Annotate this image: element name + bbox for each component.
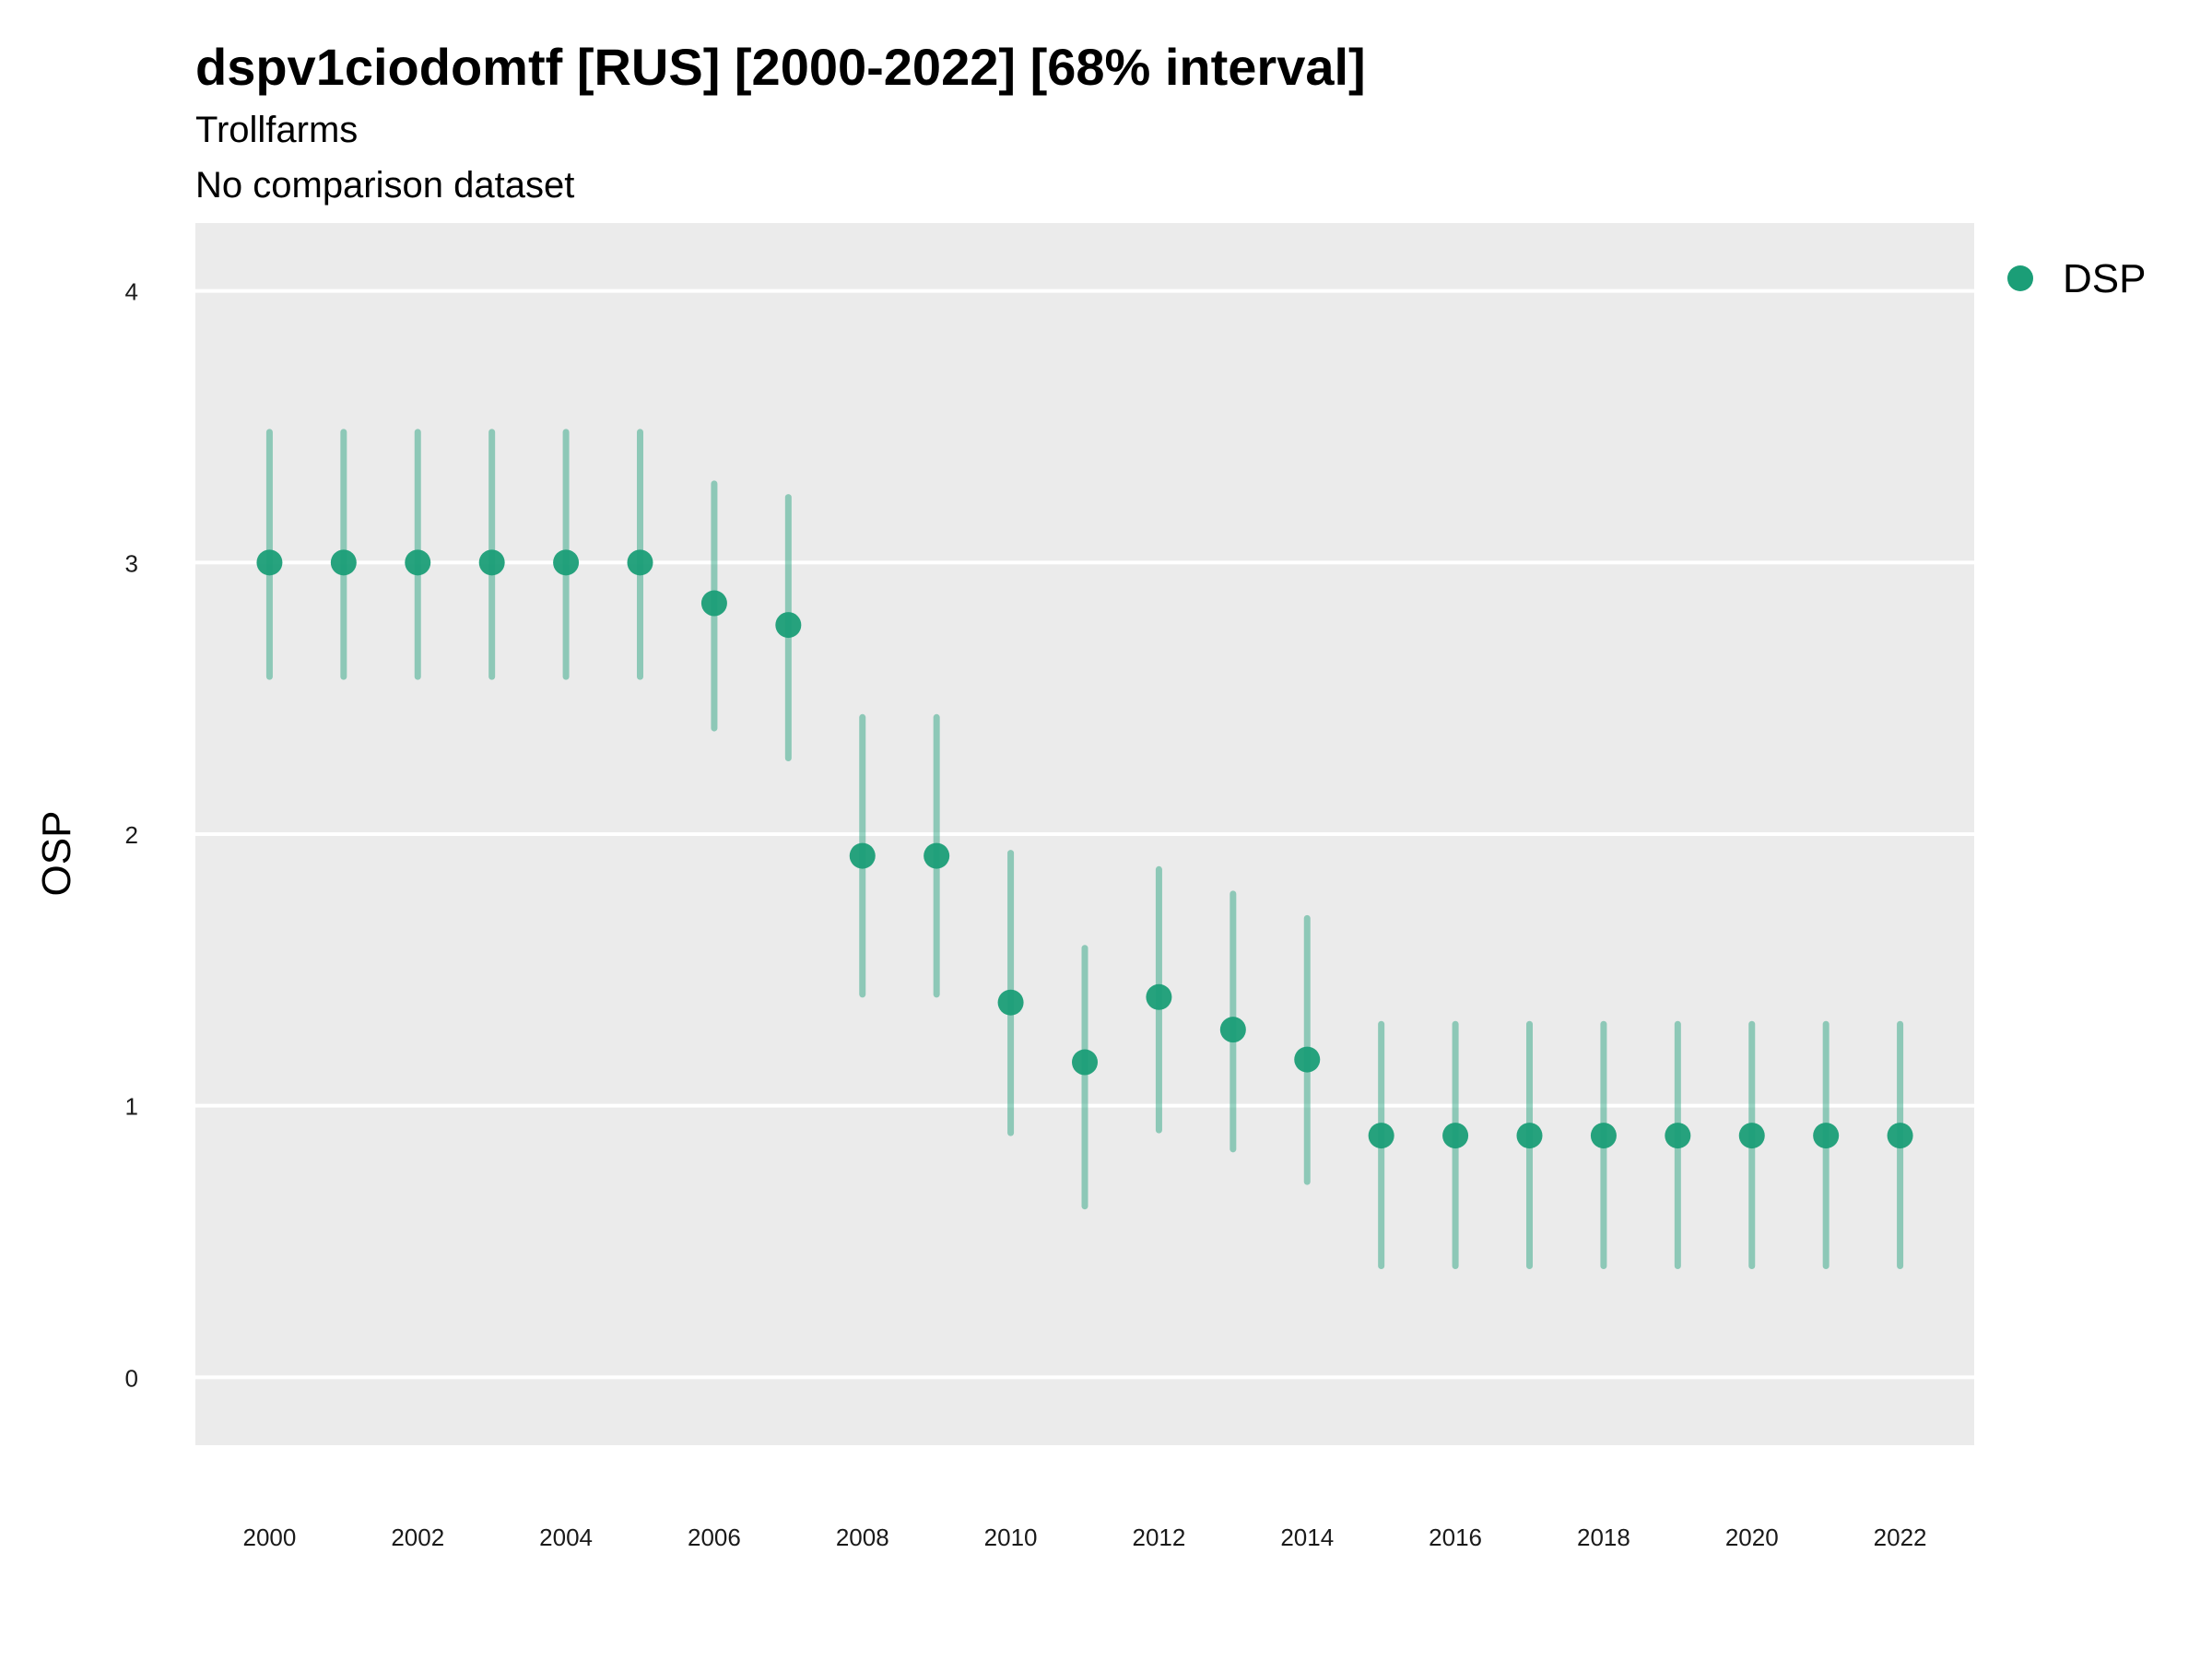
x-tick-label: 2022 xyxy=(1874,1524,1927,1551)
x-tick-label: 2000 xyxy=(242,1524,296,1551)
x-tick-label: 2018 xyxy=(1577,1524,1630,1551)
data-point xyxy=(1442,1123,1469,1149)
data-point xyxy=(849,842,876,869)
y-axis-ticks: 0 1 2 3 4 xyxy=(125,278,138,1393)
data-point xyxy=(997,989,1024,1016)
chart-subtitle-line1: Trollfarms xyxy=(195,110,358,150)
data-point xyxy=(1072,1049,1098,1076)
data-point xyxy=(1813,1123,1840,1149)
y-tick-label: 4 xyxy=(125,278,138,306)
data-point xyxy=(627,549,653,576)
data-point xyxy=(775,612,802,639)
x-tick-label: 2002 xyxy=(391,1524,444,1551)
data-point xyxy=(1738,1123,1765,1149)
y-tick-label: 3 xyxy=(125,549,138,577)
chart-title: dspv1ciodomtf [RUS] [2000-2022] [68% int… xyxy=(195,38,1366,96)
data-point xyxy=(1665,1123,1691,1149)
x-tick-label: 2020 xyxy=(1725,1524,1779,1551)
data-point xyxy=(478,549,505,576)
y-tick-label: 1 xyxy=(125,1093,138,1121)
data-point xyxy=(1294,1046,1321,1073)
y-tick-label: 2 xyxy=(125,821,138,849)
x-tick-label: 2012 xyxy=(1132,1524,1185,1551)
data-marks xyxy=(256,429,1913,1270)
x-tick-label: 2004 xyxy=(539,1524,593,1551)
data-point xyxy=(700,590,727,617)
data-point xyxy=(1146,983,1172,1010)
data-point xyxy=(1887,1123,1913,1149)
y-tick-label: 0 xyxy=(125,1364,138,1392)
data-point xyxy=(1219,1017,1246,1043)
x-tick-label: 2008 xyxy=(836,1524,889,1551)
data-point xyxy=(256,549,283,576)
data-point xyxy=(1516,1123,1543,1149)
data-point xyxy=(924,842,950,869)
legend-label-dsp: DSP xyxy=(2063,256,2146,301)
legend-key-dsp xyxy=(2007,265,2033,291)
x-axis-ticks: 2000 2002 2004 2006 2008 2010 2012 2014 2016 2018… xyxy=(242,1524,1926,1551)
x-tick-label: 2016 xyxy=(1429,1524,1482,1551)
x-tick-label: 2006 xyxy=(688,1524,741,1551)
data-point xyxy=(553,549,580,576)
chart-subtitle-line2: No comparison dataset xyxy=(195,165,574,206)
y-axis-label: OSP xyxy=(34,811,79,897)
x-tick-label: 2014 xyxy=(1280,1524,1334,1551)
data-point xyxy=(1590,1123,1617,1149)
data-point xyxy=(330,549,357,576)
legend: DSP xyxy=(2007,256,2146,301)
x-tick-label: 2010 xyxy=(984,1524,1038,1551)
data-point xyxy=(405,549,431,576)
data-point xyxy=(1368,1123,1394,1149)
